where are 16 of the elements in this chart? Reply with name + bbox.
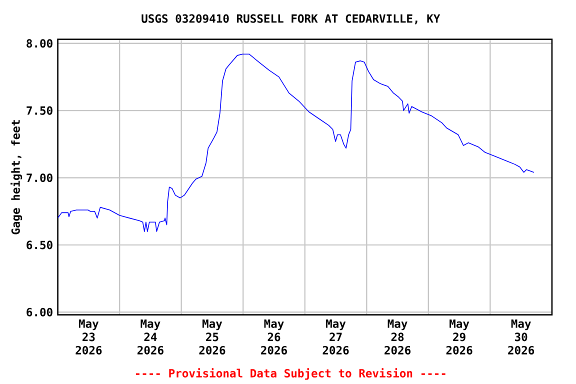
- x-tick-label: May 28 2026: [384, 320, 411, 355]
- y-tick-label: 6.50: [26, 240, 52, 250]
- x-tick-label: May 24 2026: [137, 320, 164, 355]
- y-tick-label: 7.00: [26, 174, 52, 182]
- x-tick-label: May 27 2026: [322, 320, 349, 355]
- x-tick-label: May 23 2026: [76, 320, 102, 355]
- text: ---- Provisional Data Subject to Revision ----: [136, 368, 446, 380]
- x-tick-label: May 25 2026: [199, 320, 226, 355]
- x-tick-label: May 29 2026: [446, 320, 472, 355]
- x-tick-label: May 30 2026: [508, 320, 534, 355]
- y-tick-label: 8.00: [26, 39, 52, 48]
- y-tick-label: 6.00: [26, 308, 52, 316]
- y-axis-title: Gage height, feet: [10, 120, 22, 234]
- y-tick-label: 7.50: [26, 106, 52, 115]
- chart-title: USGS 03209410 RUSSELL FORK AT CEDARVILLE, KY: [142, 14, 440, 24]
- x-tick-label: May 26 2026: [261, 320, 287, 355]
